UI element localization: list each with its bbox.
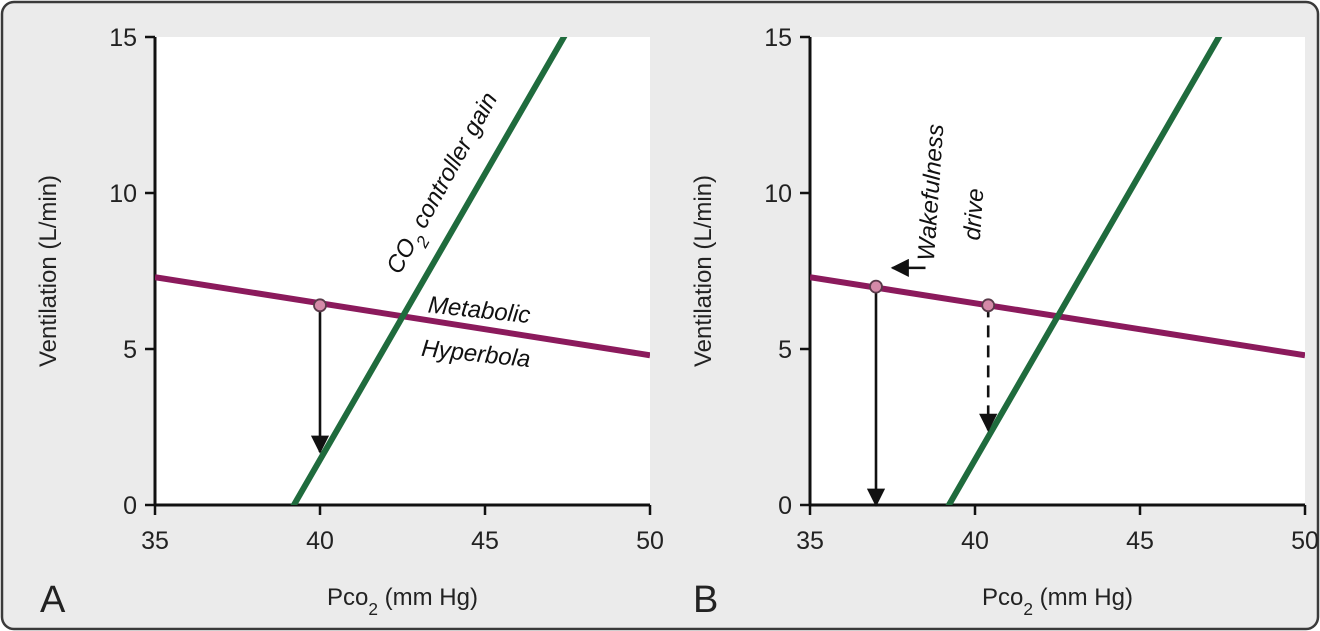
x-axis-title: Pco2 (mm Hg) — [327, 584, 478, 619]
panel-letter: A — [40, 579, 66, 621]
x-tick-label: 50 — [636, 527, 664, 555]
plot-area — [810, 37, 1305, 505]
x-tick-label: 35 — [141, 527, 169, 555]
x-tick-label: 45 — [1126, 527, 1154, 555]
point-marker — [313, 298, 327, 313]
y-tick-label: 15 — [764, 24, 792, 52]
x-tick-label: 40 — [961, 527, 989, 555]
point-marker — [869, 279, 883, 294]
panel-letter: B — [693, 579, 718, 621]
y-tick-label: 10 — [764, 180, 792, 208]
x-tick-label: 45 — [471, 527, 499, 555]
y-tick-label: 10 — [109, 180, 137, 208]
plot-area — [155, 37, 650, 505]
y-axis-title: Ventilation (L/min) — [690, 175, 717, 367]
point-marker — [981, 298, 996, 313]
x-axis-title: Pco2 (mm Hg) — [982, 584, 1133, 619]
y-tick-label: 5 — [778, 336, 792, 364]
y-axis-title: Ventilation (L/min) — [35, 175, 62, 367]
y-tick-label: 15 — [109, 24, 137, 52]
co2-controller-gain-line — [290, 37, 568, 505]
x-tick-label: 50 — [1291, 527, 1319, 555]
chart-panel-b: 0 5 10 15 35 40 45 50 Pco2 (mm Hg) Ventilation (L… — [690, 24, 1319, 621]
chart-panel-a: 0 5 10 15 35 40 45 50 Pco2 (mm Hg) Ventilation (L… — [35, 24, 664, 621]
y-tick-label: 5 — [123, 336, 137, 364]
x-tick-label: 40 — [306, 527, 334, 555]
y-tick-label: 0 — [778, 492, 792, 520]
annotation-drive: drive — [959, 187, 990, 241]
series-group — [155, 37, 650, 505]
y-tick-label: 0 — [123, 492, 137, 520]
x-tick-label: 35 — [796, 527, 824, 555]
